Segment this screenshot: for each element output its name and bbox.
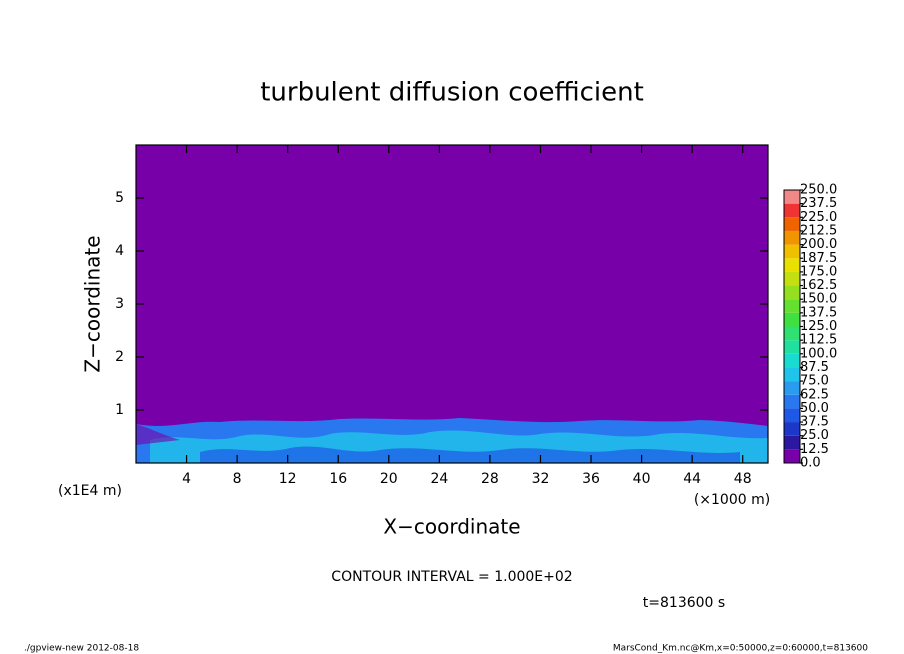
colorbar-bin	[784, 244, 800, 259]
colorbar-bin	[784, 449, 800, 463]
contour-interval: CONTOUR INTERVAL = 1.000E+02	[331, 569, 572, 585]
x-tick-label: 40	[633, 471, 651, 487]
x-tick-label: 20	[380, 471, 398, 487]
colorbar-label: 75.0	[800, 374, 829, 389]
colorbar-bin	[784, 326, 800, 341]
colorbar-bin	[784, 408, 800, 423]
chart-title: turbulent diffusion coefficient	[260, 78, 644, 108]
x-tick-label: 32	[532, 471, 550, 487]
colorbar-bin	[784, 340, 800, 354]
x-unit-label: (×1000 m)	[694, 492, 770, 508]
x-tick-label: 8	[233, 471, 242, 487]
colorbar-label: 175.0	[800, 264, 837, 279]
colorbar-label: 87.5	[800, 360, 829, 375]
colorbar-bin	[784, 190, 800, 204]
y-axis-label: Z−coordinate	[81, 235, 105, 372]
colorbar-bin	[784, 312, 800, 327]
colorbar-label: 162.5	[800, 278, 837, 293]
plot-area	[135, 144, 769, 464]
colorbar-label: 237.5	[800, 196, 837, 211]
x-tick-label: 36	[582, 471, 600, 487]
colorbar-bin	[784, 285, 800, 300]
time-label: t=813600 s	[643, 595, 725, 611]
x-tick-label: 28	[481, 471, 499, 487]
colorbar-label: 212.5	[800, 223, 837, 238]
footer-right: MarsCond_Km.nc@Km,x=0:50000,z=0:60000,t=…	[613, 644, 868, 654]
field-background	[136, 145, 768, 463]
x-tick-label: 12	[279, 471, 297, 487]
colorbar-bin	[784, 435, 800, 450]
colorbar-bin	[784, 299, 800, 313]
colorbar-label: 37.5	[800, 415, 829, 430]
colorbar-label: 137.5	[800, 305, 837, 320]
colorbar-label: 50.0	[800, 401, 829, 416]
field-layer	[200, 446, 740, 463]
colorbar-label: 187.5	[800, 251, 837, 266]
colorbar-label: 225.0	[800, 210, 837, 225]
colorbar-label: 25.0	[800, 428, 829, 443]
y-tick-label: 4	[115, 243, 124, 259]
colorbar-bin	[784, 381, 800, 395]
colorbar-bin	[784, 217, 800, 231]
y-unit-label: (x1E4 m)	[58, 483, 122, 499]
colorbar-label: 100.0	[800, 346, 837, 361]
colorbar-bin	[784, 271, 800, 286]
y-tick-label: 5	[115, 190, 124, 206]
footer-left: ./gpview-new 2012-08-18	[24, 644, 139, 654]
colorbar-bin	[784, 367, 800, 382]
colorbar-bin	[784, 353, 800, 368]
x-tick-label: 16	[329, 471, 347, 487]
field-layer	[136, 424, 180, 445]
y-tick-label: 1	[115, 402, 124, 418]
colorbar-bin	[784, 203, 800, 218]
y-tick-label: 3	[115, 296, 124, 312]
colorbar-label: 150.0	[800, 292, 837, 307]
colorbar-label: 0.0	[800, 456, 821, 471]
colorbar-label: 112.5	[800, 333, 837, 348]
colorbar-bin	[784, 230, 800, 245]
colorbar-label: 200.0	[800, 237, 837, 252]
colorbar-label: 62.5	[800, 387, 829, 402]
x-axis-label: X−coordinate	[383, 515, 520, 539]
colorbar-label: 12.5	[800, 442, 829, 457]
colorbar-bin	[784, 258, 800, 272]
x-tick-label: 48	[734, 471, 752, 487]
colorbar-bin	[784, 394, 800, 409]
y-tick-label: 2	[115, 349, 124, 365]
colorbar-label: 250.0	[800, 183, 837, 198]
x-tick-label: 4	[182, 471, 191, 487]
colorbar-label: 125.0	[800, 319, 837, 334]
x-tick-label: 44	[683, 471, 701, 487]
colorbar-bin	[784, 422, 800, 436]
x-tick-label: 24	[430, 471, 448, 487]
